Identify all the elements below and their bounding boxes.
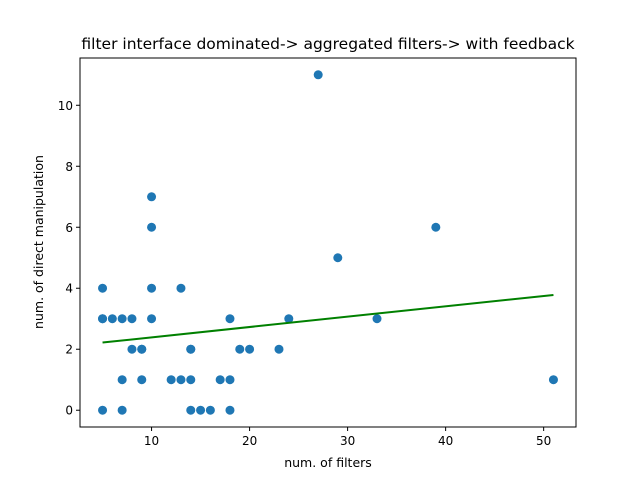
- data-point: [313, 70, 323, 80]
- data-point: [548, 375, 558, 385]
- x-tick-label: 10: [144, 434, 159, 448]
- data-point: [166, 375, 176, 385]
- data-point: [147, 314, 157, 324]
- y-tick-label: 4: [65, 282, 73, 296]
- y-tick-label: 8: [65, 160, 73, 174]
- x-axis-label: num. of filters: [284, 455, 372, 470]
- x-tick-label: 20: [242, 434, 257, 448]
- data-point: [225, 405, 235, 415]
- data-point: [431, 222, 441, 232]
- data-point: [176, 375, 186, 385]
- y-axis-label: num. of direct manipulation: [31, 155, 46, 329]
- data-point: [98, 405, 108, 415]
- data-point: [245, 344, 255, 354]
- y-tick-label: 0: [65, 404, 73, 418]
- data-point: [98, 283, 108, 293]
- y-tick-label: 10: [58, 99, 73, 113]
- data-point: [225, 375, 235, 385]
- data-point: [176, 283, 186, 293]
- trend-line: [102, 293, 554, 344]
- axes-frame: [79, 57, 577, 428]
- data-point: [284, 314, 294, 324]
- data-point: [235, 344, 245, 354]
- x-tick-label: 50: [536, 434, 551, 448]
- data-point: [215, 375, 225, 385]
- x-tick-label: 40: [438, 434, 453, 448]
- y-tick-label: 6: [65, 221, 73, 235]
- data-point: [127, 314, 137, 324]
- data-point: [98, 314, 108, 324]
- data-point: [186, 405, 196, 415]
- data-point: [137, 375, 147, 385]
- data-point: [372, 314, 382, 324]
- data-point: [225, 314, 235, 324]
- data-point: [117, 314, 127, 324]
- data-point: [107, 314, 117, 324]
- data-point: [147, 192, 157, 202]
- data-point: [137, 344, 147, 354]
- data-point: [333, 253, 343, 263]
- data-point: [186, 344, 196, 354]
- data-point: [196, 405, 206, 415]
- data-point: [117, 375, 127, 385]
- data-point: [147, 283, 157, 293]
- data-point: [205, 405, 215, 415]
- data-point: [117, 405, 127, 415]
- data-point: [147, 222, 157, 232]
- chart-title: filter interface dominated-> aggregated …: [81, 35, 574, 53]
- plot-area: 10 20 30 40 50 0 2 4 6 8 10: [58, 70, 558, 448]
- data-point: [127, 344, 137, 354]
- x-tick-label: 30: [340, 434, 355, 448]
- data-point: [274, 344, 284, 354]
- y-tick-label: 2: [65, 343, 73, 357]
- data-point: [186, 375, 196, 385]
